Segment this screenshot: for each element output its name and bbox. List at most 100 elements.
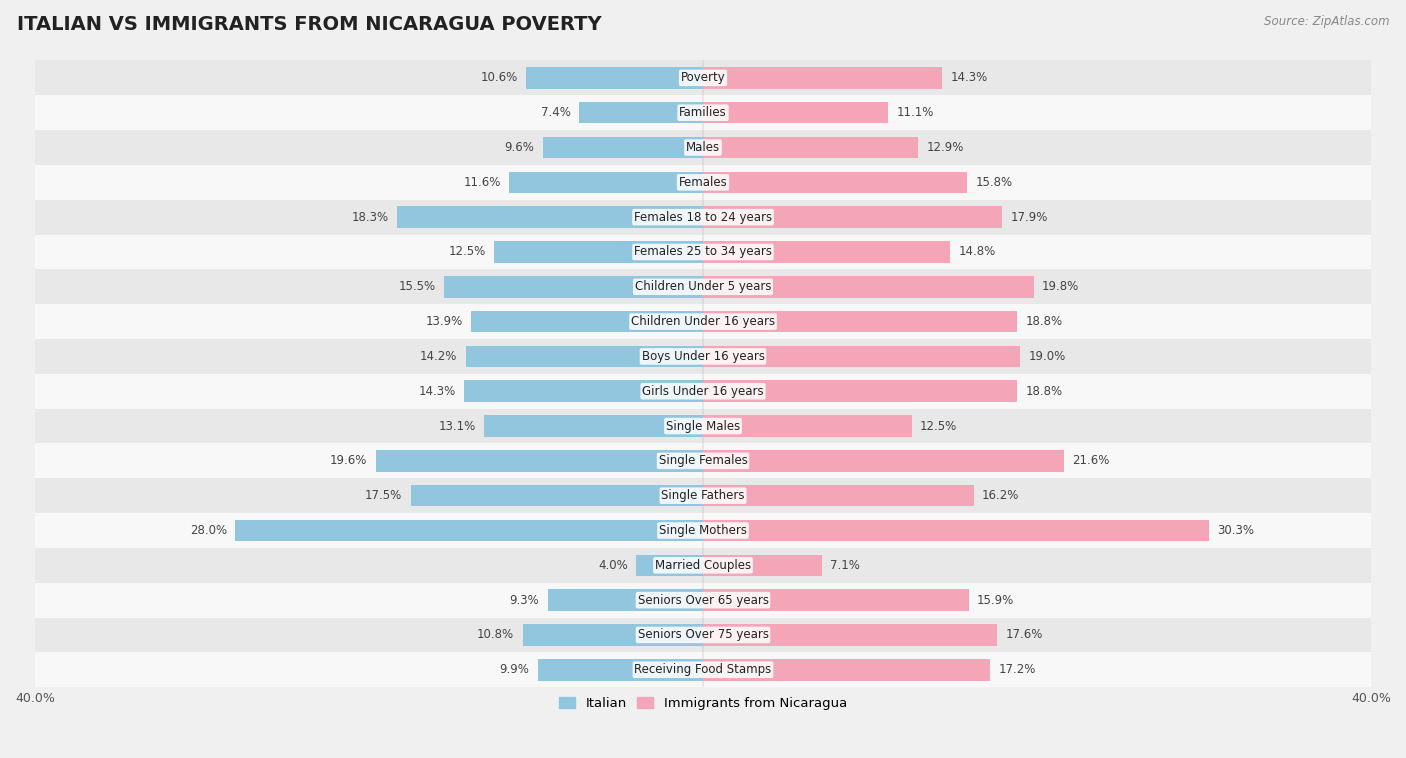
Bar: [703, 136, 918, 158]
Text: 7.1%: 7.1%: [830, 559, 860, 572]
Text: 18.8%: 18.8%: [1025, 385, 1063, 398]
Bar: [703, 624, 997, 646]
Bar: [526, 67, 703, 89]
Bar: [35, 130, 1371, 165]
Bar: [703, 171, 967, 193]
Text: 9.6%: 9.6%: [505, 141, 534, 154]
Text: Single Mothers: Single Mothers: [659, 524, 747, 537]
Text: Females 18 to 24 years: Females 18 to 24 years: [634, 211, 772, 224]
Text: Married Couples: Married Couples: [655, 559, 751, 572]
Text: 19.6%: 19.6%: [330, 454, 367, 468]
Text: Males: Males: [686, 141, 720, 154]
Text: 12.9%: 12.9%: [927, 141, 965, 154]
Bar: [35, 339, 1371, 374]
Bar: [703, 381, 1017, 402]
Bar: [465, 346, 703, 367]
Bar: [398, 206, 703, 228]
Text: 16.2%: 16.2%: [981, 489, 1019, 503]
Bar: [509, 171, 703, 193]
Bar: [703, 102, 889, 124]
Bar: [35, 374, 1371, 409]
Text: 28.0%: 28.0%: [190, 524, 226, 537]
Text: 17.2%: 17.2%: [998, 663, 1036, 676]
Text: 11.1%: 11.1%: [897, 106, 934, 119]
Text: Single Males: Single Males: [666, 419, 740, 433]
Bar: [35, 653, 1371, 688]
Text: Receiving Food Stamps: Receiving Food Stamps: [634, 663, 772, 676]
Text: Children Under 5 years: Children Under 5 years: [634, 280, 772, 293]
Text: 14.3%: 14.3%: [419, 385, 456, 398]
Text: ITALIAN VS IMMIGRANTS FROM NICARAGUA POVERTY: ITALIAN VS IMMIGRANTS FROM NICARAGUA POV…: [17, 15, 602, 34]
Bar: [35, 513, 1371, 548]
Bar: [579, 102, 703, 124]
Bar: [35, 618, 1371, 653]
Bar: [35, 409, 1371, 443]
Bar: [703, 520, 1209, 541]
Bar: [537, 659, 703, 681]
Text: 10.8%: 10.8%: [477, 628, 515, 641]
Legend: Italian, Immigrants from Nicaragua: Italian, Immigrants from Nicaragua: [554, 691, 852, 715]
Text: 17.6%: 17.6%: [1005, 628, 1043, 641]
Text: 10.6%: 10.6%: [481, 71, 517, 84]
Text: 14.2%: 14.2%: [420, 350, 457, 363]
Bar: [495, 241, 703, 263]
Bar: [703, 555, 821, 576]
Text: Females 25 to 34 years: Females 25 to 34 years: [634, 246, 772, 258]
Bar: [543, 136, 703, 158]
Text: 7.4%: 7.4%: [541, 106, 571, 119]
Bar: [235, 520, 703, 541]
Bar: [703, 659, 990, 681]
Bar: [703, 206, 1002, 228]
Bar: [35, 61, 1371, 96]
Bar: [523, 624, 703, 646]
Bar: [703, 485, 973, 506]
Bar: [703, 346, 1021, 367]
Text: 21.6%: 21.6%: [1073, 454, 1109, 468]
Text: 12.5%: 12.5%: [920, 419, 957, 433]
Text: Single Females: Single Females: [658, 454, 748, 468]
Text: Source: ZipAtlas.com: Source: ZipAtlas.com: [1264, 15, 1389, 28]
Text: 19.8%: 19.8%: [1042, 280, 1080, 293]
Bar: [35, 96, 1371, 130]
Bar: [703, 276, 1033, 298]
Text: 15.9%: 15.9%: [977, 594, 1014, 606]
Text: Children Under 16 years: Children Under 16 years: [631, 315, 775, 328]
Text: 30.3%: 30.3%: [1218, 524, 1254, 537]
Text: 17.9%: 17.9%: [1011, 211, 1047, 224]
Bar: [35, 304, 1371, 339]
Bar: [35, 165, 1371, 200]
Text: 11.6%: 11.6%: [464, 176, 501, 189]
Text: 12.5%: 12.5%: [449, 246, 486, 258]
Bar: [375, 450, 703, 471]
Text: Females: Females: [679, 176, 727, 189]
Text: Seniors Over 65 years: Seniors Over 65 years: [637, 594, 769, 606]
Bar: [703, 415, 911, 437]
Bar: [35, 269, 1371, 304]
Text: 14.3%: 14.3%: [950, 71, 987, 84]
Text: 17.5%: 17.5%: [366, 489, 402, 503]
Bar: [35, 548, 1371, 583]
Bar: [703, 311, 1017, 333]
Bar: [411, 485, 703, 506]
Text: 4.0%: 4.0%: [598, 559, 628, 572]
Text: 13.1%: 13.1%: [439, 419, 475, 433]
Text: 18.8%: 18.8%: [1025, 315, 1063, 328]
Bar: [548, 589, 703, 611]
Bar: [484, 415, 703, 437]
Text: 13.9%: 13.9%: [425, 315, 463, 328]
Text: Seniors Over 75 years: Seniors Over 75 years: [637, 628, 769, 641]
Text: 15.8%: 15.8%: [976, 176, 1012, 189]
Bar: [471, 311, 703, 333]
Text: Poverty: Poverty: [681, 71, 725, 84]
Text: Boys Under 16 years: Boys Under 16 years: [641, 350, 765, 363]
Text: Girls Under 16 years: Girls Under 16 years: [643, 385, 763, 398]
Bar: [35, 443, 1371, 478]
Bar: [444, 276, 703, 298]
Bar: [35, 478, 1371, 513]
Bar: [703, 67, 942, 89]
Text: 19.0%: 19.0%: [1029, 350, 1066, 363]
Bar: [35, 583, 1371, 618]
Bar: [703, 589, 969, 611]
Text: Single Fathers: Single Fathers: [661, 489, 745, 503]
Text: 15.5%: 15.5%: [399, 280, 436, 293]
